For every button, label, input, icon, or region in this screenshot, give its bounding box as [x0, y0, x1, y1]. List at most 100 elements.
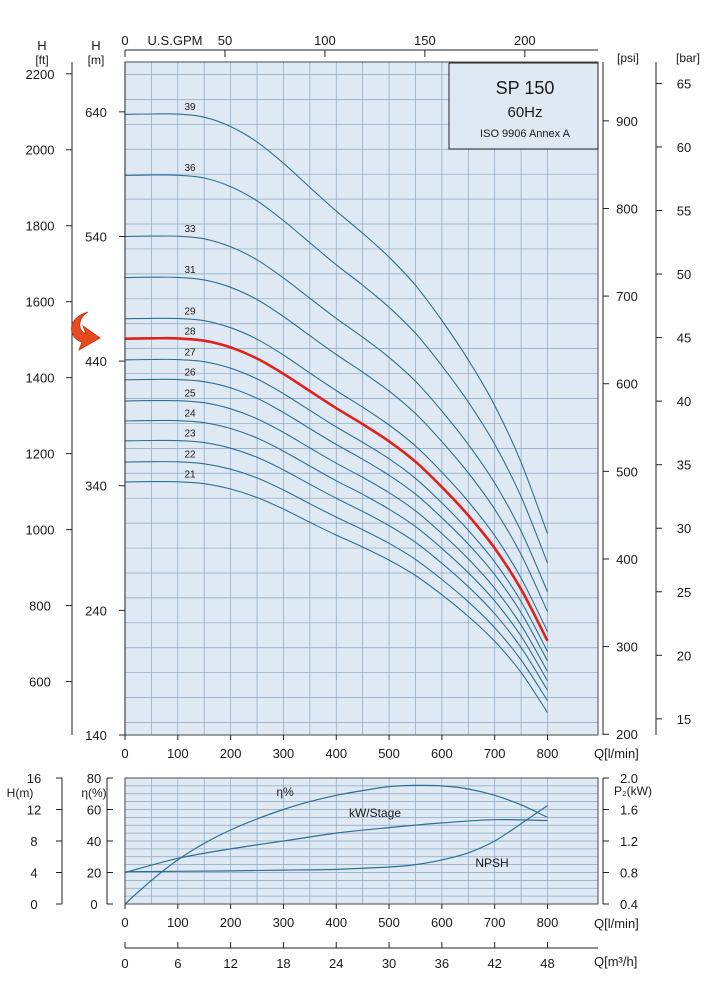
gpm-tick-label: 200	[514, 33, 536, 48]
m3h-tick-label: 36	[435, 956, 449, 971]
m3h-tick-label: 24	[329, 956, 343, 971]
ft-tick-label: 2200	[26, 67, 55, 82]
psi-tick-label: 700	[616, 289, 638, 304]
performance-curve-21	[124, 481, 548, 713]
curve-label-h: NPSH	[475, 856, 508, 870]
x-tick-label: 100	[167, 915, 189, 930]
psi-tick-label: 600	[616, 377, 638, 392]
curve-label-24: 24	[184, 409, 196, 420]
m-tick-label: 340	[85, 479, 107, 494]
x-tick-label: 200	[220, 915, 242, 930]
x-tick-label: 600	[431, 746, 453, 761]
bar-tick-label: 30	[677, 521, 691, 536]
performance-curve-22	[124, 461, 548, 701]
m-tick-label: 440	[85, 354, 107, 369]
lower-grid	[125, 778, 598, 904]
chart-standard: ISO 9906 Annex A	[480, 128, 571, 140]
curve-label-27: 27	[184, 347, 196, 358]
performance-curve-36	[124, 174, 549, 564]
x-tick-label: 400	[325, 746, 347, 761]
gpm-axis: 0 50 100 150 200	[121, 33, 536, 57]
curve-label-36: 36	[184, 163, 196, 174]
curve-label-39: 39	[184, 102, 196, 113]
eta-axis-title: η(%)	[81, 786, 106, 800]
ft-tick-label: 1000	[26, 523, 55, 538]
performance-curve-25	[124, 399, 548, 672]
head-ft-axis-unit: [ft]	[35, 53, 48, 67]
x-tick-label: 0	[121, 746, 128, 761]
x-tick-label: 0	[121, 915, 128, 930]
p2-tick-label: 0.8	[620, 866, 638, 881]
curve-label-eta: η%	[276, 785, 294, 799]
h-tick-label: 12	[27, 803, 41, 818]
x-tick-label: 700	[484, 746, 506, 761]
curve-label-23: 23	[184, 429, 196, 440]
curve-label-31: 31	[184, 265, 196, 276]
ft-tick-label: 2000	[26, 143, 55, 158]
lower-curves: η% kW/Stage NPSH	[124, 784, 548, 905]
head-m-axis-title: H	[91, 38, 100, 53]
pressure-bar-axis: 15 20 25 30 35 40 45 50 55 60 65	[656, 76, 691, 727]
psi-tick-label: 500	[616, 464, 638, 479]
performance-curve-28	[124, 336, 549, 642]
bar-axis-unit: [bar]	[676, 51, 700, 65]
h-tick-label: 8	[30, 834, 37, 849]
arrow-pointer-icon	[71, 311, 101, 351]
head-grid	[125, 62, 598, 735]
chart-subtitle: 60Hz	[507, 104, 542, 121]
m-tick-label: 140	[85, 728, 107, 743]
curve-label-22: 22	[184, 450, 196, 461]
x-tick-label: 300	[273, 915, 295, 930]
flow-m3h-axis: 0 6 12 18 24 30 36 42 48	[121, 942, 555, 971]
bar-tick-label: 65	[677, 76, 691, 91]
x-tick-label: 800	[537, 746, 559, 761]
ft-tick-label: 1800	[26, 219, 55, 234]
bar-tick-label: 45	[677, 331, 691, 346]
eta-tick-label: 60	[87, 803, 101, 818]
curve-label-21: 21	[184, 470, 196, 481]
curve-p2	[124, 819, 548, 874]
x-tick-label: 100	[167, 746, 189, 761]
curve-label-26: 26	[184, 367, 196, 378]
performance-curve-29	[124, 317, 548, 632]
x-tick-label: 700	[484, 915, 506, 930]
eta-tick-label: 20	[87, 866, 101, 881]
m3h-tick-label: 48	[540, 956, 554, 971]
pressure-psi-axis: 200 300 400 500 600 700 800 900	[603, 114, 638, 742]
ft-tick-label: 800	[29, 599, 51, 614]
x-tick-label: 500	[378, 915, 400, 930]
flow-axis-lower: 0 100 200 300 400 500 600 700 800	[121, 904, 558, 930]
m3h-tick-label: 42	[487, 956, 501, 971]
performance-curve-26	[124, 378, 548, 662]
p2-tick-label: 2.0	[620, 771, 638, 786]
bar-tick-label: 55	[677, 204, 691, 219]
npsh-h-axis: 0 4 8 12 16	[27, 771, 62, 912]
m-tick-label: 240	[85, 603, 107, 618]
m-tick-label: 540	[85, 229, 107, 244]
bar-tick-label: 25	[677, 585, 691, 600]
x-tick-label: 300	[273, 746, 295, 761]
h-tick-label: 0	[30, 897, 37, 912]
x-tick-label: 400	[325, 915, 347, 930]
flow-axis-label-lower: Q[l/min]	[594, 916, 639, 931]
p2-axis-title: P₂(kW)	[614, 784, 652, 798]
psi-tick-label: 400	[616, 552, 638, 567]
m3h-tick-label: 0	[121, 956, 128, 971]
m3h-tick-label: 18	[276, 956, 290, 971]
curve-label-28: 28	[184, 326, 196, 337]
m3h-tick-label: 30	[382, 956, 396, 971]
gpm-tick-label: 100	[314, 33, 336, 48]
curve-label-25: 25	[184, 389, 196, 400]
bar-tick-label: 50	[677, 267, 691, 282]
eta-tick-label: 80	[87, 771, 101, 786]
performance-curve-27	[124, 358, 548, 652]
performance-curve-24	[124, 419, 548, 682]
head-ft-axis: 600 800 1000 1200 1400 1600 1800 2000 2200	[26, 67, 72, 690]
performance-curve-39	[124, 113, 549, 534]
psi-axis-unit: [psi]	[617, 51, 639, 65]
h-tick-label: 4	[30, 866, 37, 881]
curve-h	[124, 805, 548, 873]
x-tick-label: 200	[220, 746, 242, 761]
